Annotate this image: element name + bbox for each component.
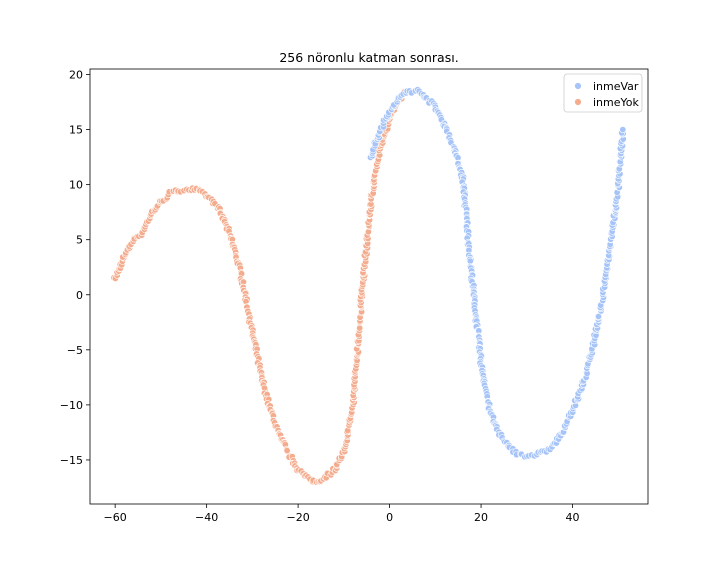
- x-tick-label: −40: [195, 511, 218, 524]
- legend-box: [563, 73, 643, 113]
- legend-marker-inmeVar: [574, 82, 582, 90]
- x-tick-label: −20: [286, 511, 309, 524]
- legend-label-inmeVar: inmeVar: [593, 80, 639, 93]
- point-inmeVar: [466, 257, 474, 265]
- y-axis: −15 −10 −5 0 5 10 15 20: [60, 69, 90, 467]
- y-tick-label: 5: [76, 234, 83, 247]
- y-tick-label: 15: [69, 124, 83, 137]
- x-tick-label: 40: [566, 511, 580, 524]
- x-tick-label: 0: [386, 511, 393, 524]
- y-tick-label: 10: [69, 179, 83, 192]
- point-inmeVar: [619, 126, 627, 134]
- data-points: [110, 86, 627, 486]
- x-tick-label: −60: [104, 511, 127, 524]
- y-tick-label: 0: [76, 289, 83, 302]
- legend-label-inmeYok: inmeYok: [593, 96, 639, 109]
- y-tick-label: −10: [60, 399, 83, 412]
- point-inmeYok: [283, 447, 291, 455]
- legend: inmeVar inmeYok: [563, 73, 643, 113]
- point-inmeYok: [356, 324, 364, 332]
- y-tick-label: 20: [69, 69, 83, 82]
- y-tick-label: −15: [60, 454, 83, 467]
- x-tick-label: 20: [474, 511, 488, 524]
- legend-marker-inmeYok: [574, 98, 582, 106]
- chart-title: 256 nöronlu katman sonrası.: [279, 50, 458, 65]
- y-tick-label: −5: [67, 344, 83, 357]
- x-axis: −60 −40 −20 0 20 40: [104, 504, 580, 524]
- plot-frame: [89, 68, 649, 505]
